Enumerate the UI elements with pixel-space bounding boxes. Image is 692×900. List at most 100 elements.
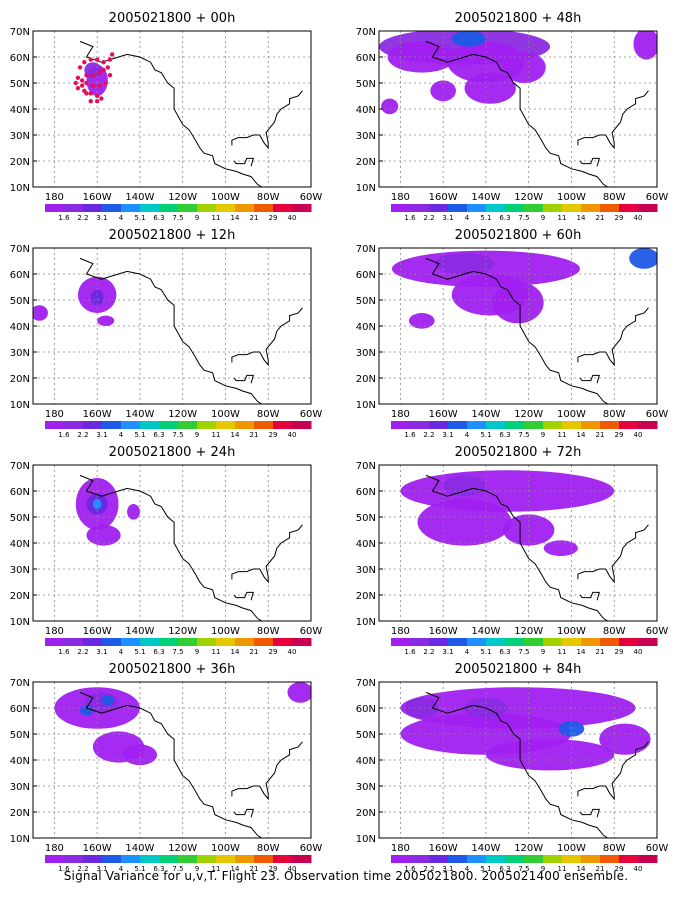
- forecast-panel: 2005021800 + 12h 70N 60N 50N 40N 30N 20N 10N 180…: [10, 228, 323, 439]
- coastline: [79, 40, 263, 187]
- colorbar-label: 14: [231, 648, 240, 656]
- lat-label: 10N: [10, 617, 30, 628]
- colorbar-swatch: [254, 204, 274, 212]
- lon-label: 100W: [211, 409, 240, 420]
- colorbar-swatch: [467, 421, 487, 429]
- colorbar-label: 5.1: [480, 648, 491, 656]
- lat-label: 40N: [10, 322, 30, 333]
- colorbar-label: 11: [212, 214, 221, 222]
- panel-title: 2005021800 + 48h: [455, 11, 582, 26]
- forecast-panel: 2005021800 + 60h 70N 60N 50N 40N 30N 20N 10N 180…: [356, 228, 669, 439]
- colorbar-label: 40: [288, 214, 297, 222]
- colorbar-label: 3.1: [442, 648, 453, 656]
- colorbar-swatch: [524, 855, 544, 863]
- colorbar-label: 3.1: [96, 648, 107, 656]
- panel-title: 2005021800 + 36h: [109, 662, 236, 677]
- colorbar-swatch: [102, 855, 122, 863]
- observation-dot: [88, 91, 93, 96]
- variance-shading: [434, 253, 495, 274]
- variance-shading: [408, 313, 435, 329]
- observation-dot: [79, 78, 85, 83]
- lon-label: 80W: [257, 409, 280, 420]
- colorbar-swatch: [64, 421, 84, 429]
- coastline: [577, 741, 649, 801]
- lat-label: 50N: [356, 79, 376, 90]
- colorbar-label: 7.5: [518, 648, 529, 656]
- variance-shading: [90, 289, 104, 306]
- lat-label: 30N: [10, 348, 30, 359]
- lat-label: 40N: [356, 105, 376, 116]
- observation-dot: [90, 73, 96, 78]
- colorbar-swatch: [391, 204, 411, 212]
- panel-title: 2005021800 + 60h: [455, 228, 582, 243]
- lon-label: 100W: [557, 626, 586, 637]
- lon-label: 180: [45, 843, 64, 854]
- colorbar-swatch: [448, 204, 468, 212]
- lon-label: 80W: [603, 843, 626, 854]
- colorbar-swatch: [45, 638, 65, 646]
- colorbar-label: 3.1: [96, 431, 107, 439]
- colorbar-swatch: [429, 204, 449, 212]
- colorbar-label: 29: [615, 431, 624, 439]
- colorbar-label: 2.2: [77, 865, 88, 873]
- colorbar-label: 3.1: [442, 865, 453, 873]
- colorbar-label: 14: [577, 648, 586, 656]
- lon-label: 180: [391, 626, 410, 637]
- colorbar-label: 1.6: [58, 648, 70, 656]
- colorbar-label: 6.3: [153, 865, 164, 873]
- observation-dot: [94, 99, 100, 104]
- colorbar-label: 9: [541, 431, 545, 439]
- colorbar-label: 9: [195, 214, 199, 222]
- lat-label: 30N: [10, 565, 30, 576]
- lat-label: 30N: [356, 782, 376, 793]
- colorbar-swatch: [254, 855, 274, 863]
- forecast-panel: 2005021800 + 84h 70N 60N 50N 40N 30N 20N 10N 180…: [356, 662, 669, 873]
- colorbar-swatch: [64, 638, 84, 646]
- colorbar-label: 1.6: [404, 648, 416, 656]
- variance-shading: [80, 705, 93, 716]
- colorbar-label: 29: [615, 648, 624, 656]
- lat-label: 60N: [356, 487, 376, 498]
- colorbar-swatch: [235, 421, 255, 429]
- colorbar-swatch: [235, 855, 255, 863]
- colorbar-swatch: [562, 421, 582, 429]
- variance-shading: [33, 305, 48, 321]
- lat-label: 60N: [356, 53, 376, 64]
- lon-label: 100W: [211, 192, 240, 203]
- colorbar-swatch: [391, 638, 411, 646]
- colorbar-label: 11: [212, 865, 221, 873]
- colorbar-swatch: [467, 855, 487, 863]
- colorbar-swatch: [216, 421, 236, 429]
- lon-label: 60W: [646, 843, 669, 854]
- colorbar-swatch: [448, 855, 468, 863]
- colorbar-label: 9: [541, 214, 545, 222]
- observation-dot: [101, 67, 106, 73]
- coastline: [579, 591, 600, 601]
- lon-label: 120W: [168, 409, 197, 420]
- coastline: [425, 40, 609, 187]
- colorbar-swatch: [121, 638, 141, 646]
- colorbar-swatch: [140, 204, 160, 212]
- colorbar-label: 2.2: [423, 865, 434, 873]
- lat-label: 70N: [10, 461, 30, 472]
- colorbar-swatch: [486, 421, 506, 429]
- colorbar-swatch: [83, 421, 103, 429]
- lat-label: 20N: [356, 808, 376, 819]
- colorbar-label: 3.1: [442, 214, 453, 222]
- forecast-panel: 2005021800 + 72h 70N 60N 50N 40N 30N 20N 10N 180…: [356, 445, 669, 656]
- lat-label: 50N: [356, 296, 376, 307]
- lat-label: 50N: [10, 513, 30, 524]
- colorbar-swatch: [543, 855, 563, 863]
- colorbar-label: 11: [558, 865, 567, 873]
- panel-title: 2005021800 + 84h: [455, 662, 582, 677]
- colorbar-label: 1.6: [58, 431, 70, 439]
- colorbar-label: 7.5: [518, 214, 529, 222]
- colorbar-label: 14: [231, 431, 240, 439]
- colorbar-label: 7.5: [172, 865, 183, 873]
- coastline: [79, 691, 263, 838]
- colorbar-swatch: [273, 638, 293, 646]
- colorbar-swatch: [216, 855, 236, 863]
- lat-label: 40N: [10, 539, 30, 550]
- colorbar-label: 1.6: [58, 214, 70, 222]
